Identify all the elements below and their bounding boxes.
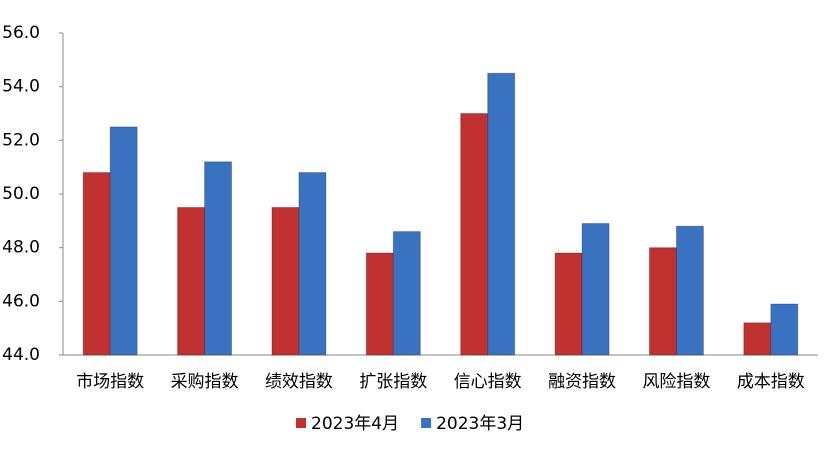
y-tick-label: 54.0: [2, 77, 40, 97]
x-tick-label: 信心指数: [454, 372, 522, 392]
legend-label: 2023年4月: [311, 414, 399, 434]
y-tick-label: 46.0: [2, 291, 40, 311]
y-tick-label: 44.0: [2, 345, 40, 365]
bar: [392, 231, 421, 356]
bar: [554, 252, 583, 356]
bar: [109, 126, 138, 356]
legend-swatch: [421, 418, 432, 428]
x-tick-label: 绩效指数: [265, 372, 333, 392]
bar: [743, 322, 772, 356]
bar: [487, 72, 516, 356]
x-tick-label: 市场指数: [76, 372, 144, 392]
bar: [648, 247, 677, 356]
y-tick-label: 50.0: [2, 184, 40, 204]
x-tick-label: 风险指数: [642, 372, 710, 392]
bar: [82, 172, 111, 356]
x-tick-label: 采购指数: [171, 372, 239, 392]
y-tick-label: 48.0: [2, 238, 40, 258]
bar: [298, 172, 327, 356]
bar: [204, 161, 233, 356]
x-tick-label: 融资指数: [548, 372, 616, 392]
bar: [177, 206, 206, 356]
bar: [770, 303, 799, 356]
legend-swatch: [296, 418, 306, 428]
bar: [675, 225, 704, 356]
y-tick-label: 52.0: [2, 130, 40, 150]
bar: [365, 252, 394, 356]
x-tick-label: 扩张指数: [359, 372, 427, 392]
bar: [271, 206, 300, 356]
y-tick-label: 56.0: [2, 23, 40, 43]
legend-label: 2023年3月: [436, 414, 524, 434]
bar: [460, 113, 489, 356]
x-tick-label: 成本指数: [737, 372, 805, 392]
bar: [581, 223, 610, 356]
